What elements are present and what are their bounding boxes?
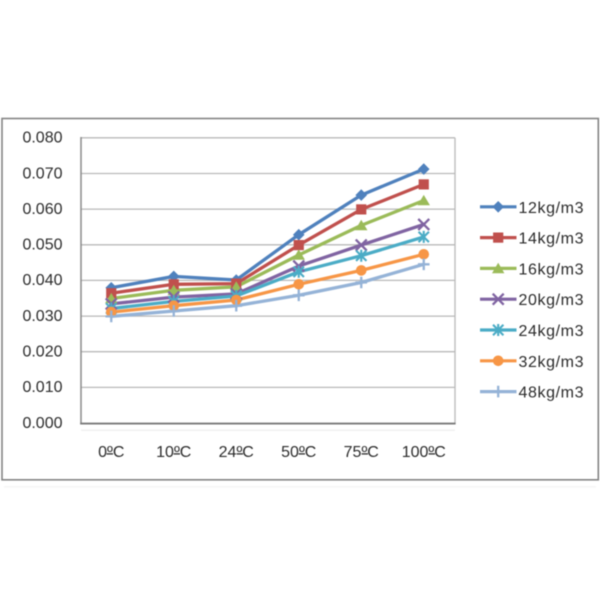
svg-text:0.070: 0.070 <box>22 165 62 182</box>
svg-text:24kg/m3: 24kg/m3 <box>519 323 585 340</box>
svg-text:0.040: 0.040 <box>22 272 62 289</box>
svg-text:0.000: 0.000 <box>22 415 62 432</box>
svg-text:32kg/m3: 32kg/m3 <box>519 354 585 371</box>
svg-text:24ºC: 24ºC <box>219 444 254 461</box>
svg-text:50ºC: 50ºC <box>281 444 316 461</box>
svg-text:10ºC: 10ºC <box>156 444 191 461</box>
svg-text:75ºC: 75ºC <box>344 444 379 461</box>
svg-text:14kg/m3: 14kg/m3 <box>519 231 585 248</box>
svg-text:0ºC: 0ºC <box>98 444 124 461</box>
svg-text:16kg/m3: 16kg/m3 <box>519 261 585 278</box>
svg-text:20kg/m3: 20kg/m3 <box>519 292 585 309</box>
svg-text:0.030: 0.030 <box>22 308 62 325</box>
svg-text:0.050: 0.050 <box>22 237 62 254</box>
svg-text:100ºC: 100ºC <box>402 444 446 461</box>
svg-text:0.080: 0.080 <box>22 130 62 147</box>
svg-text:0.020: 0.020 <box>22 344 62 361</box>
svg-text:0.060: 0.060 <box>22 201 62 218</box>
svg-text:0.010: 0.010 <box>22 379 62 396</box>
svg-text:48kg/m3: 48kg/m3 <box>519 385 585 402</box>
svg-text:12kg/m3: 12kg/m3 <box>519 200 585 217</box>
